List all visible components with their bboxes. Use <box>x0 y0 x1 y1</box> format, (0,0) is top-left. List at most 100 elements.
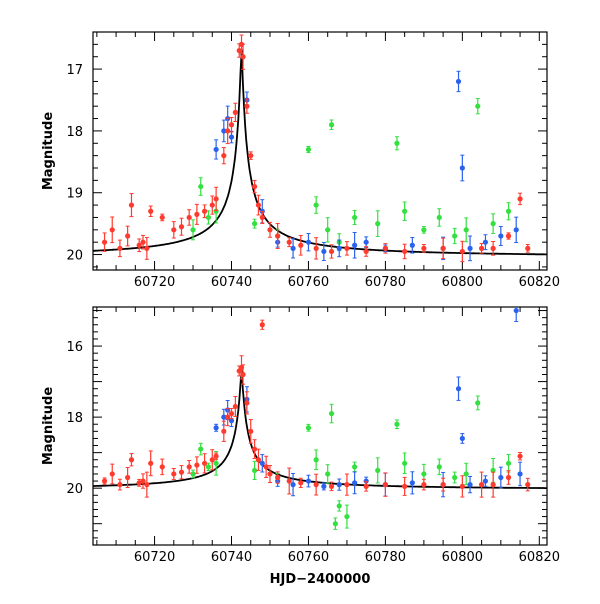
data-point <box>286 239 292 245</box>
data-point <box>352 242 358 248</box>
data-point <box>421 227 427 233</box>
data-point <box>313 482 319 488</box>
data-point <box>228 410 235 417</box>
y-tick-label: 17 <box>66 63 83 78</box>
model-curve <box>93 49 547 256</box>
data-point <box>344 513 350 520</box>
data-point <box>136 242 142 248</box>
data-point <box>275 233 281 239</box>
data-point <box>171 227 177 233</box>
data-point <box>352 480 358 486</box>
data-point <box>452 474 458 481</box>
x-tick-label: 60780 <box>365 550 406 565</box>
data-point <box>244 400 250 406</box>
data-point <box>209 457 215 463</box>
data-point <box>475 400 481 406</box>
data-point <box>228 418 235 424</box>
data-point <box>225 128 231 134</box>
data-point <box>305 425 312 431</box>
data-point <box>248 428 254 434</box>
data-point <box>101 478 108 484</box>
data-point <box>394 421 400 427</box>
data-point <box>352 464 358 470</box>
data-point <box>186 464 192 470</box>
data-point <box>213 453 219 459</box>
data-point <box>159 464 165 470</box>
x-tick-label: 60820 <box>519 550 560 565</box>
data-point <box>221 153 227 159</box>
data-point <box>490 482 496 488</box>
data-point <box>505 208 512 214</box>
data-point <box>525 245 531 251</box>
data-point <box>505 233 512 239</box>
data-point <box>255 202 262 208</box>
data-point <box>409 480 415 486</box>
data-point <box>201 208 208 214</box>
data-point <box>213 196 219 202</box>
data-point <box>382 482 389 488</box>
data-point <box>225 414 231 420</box>
data-point <box>402 460 408 466</box>
data-point <box>159 214 165 221</box>
data-point <box>221 428 227 434</box>
data-point <box>305 146 312 153</box>
bottom-panel: 60720 60740 60760 60780 60800 60820 16 18 20 Magn… <box>41 306 560 565</box>
y-tick-label: 20 <box>66 249 83 264</box>
y-tick-label: 20 <box>66 482 83 497</box>
data-point <box>313 457 319 463</box>
x-tick-label: 60720 <box>134 550 175 565</box>
data-point <box>436 214 442 221</box>
data-point <box>128 202 135 208</box>
y-axis-title: Magnitude <box>41 387 56 466</box>
data-point <box>421 245 427 251</box>
data-point <box>498 474 504 481</box>
plot-frame <box>92 31 548 271</box>
data-point <box>290 245 296 251</box>
data-point <box>517 471 523 477</box>
data-point <box>363 483 369 489</box>
data-point <box>332 521 338 527</box>
data-point <box>498 233 504 239</box>
data-point <box>125 233 131 239</box>
data-point <box>328 248 335 255</box>
data-point <box>490 221 496 227</box>
data-point <box>475 103 481 109</box>
data-point <box>305 239 312 245</box>
y-tick-label: 19 <box>66 187 83 202</box>
data-point <box>290 482 296 488</box>
data-point <box>240 371 246 378</box>
data-point <box>251 183 258 190</box>
data-point <box>209 202 215 208</box>
x-axis-title: HJD−2400000 <box>270 572 371 587</box>
data-point <box>190 471 196 477</box>
data-point <box>467 482 473 488</box>
data-point <box>232 403 238 410</box>
data-point <box>459 435 465 442</box>
data-point <box>144 482 150 488</box>
data-point <box>375 221 381 227</box>
data-point <box>352 214 358 221</box>
data-point <box>459 483 465 489</box>
data-point <box>286 478 292 484</box>
data-point <box>463 471 469 477</box>
data-point <box>325 471 331 477</box>
data-point <box>232 109 238 115</box>
data-point <box>186 214 192 221</box>
data-point <box>505 474 512 481</box>
data-point <box>171 471 177 477</box>
data-point <box>255 457 262 463</box>
data-point <box>259 214 265 221</box>
data-point <box>248 153 254 159</box>
data-point <box>325 227 331 233</box>
data-series <box>213 70 519 262</box>
data-point <box>344 482 350 488</box>
data-point <box>221 414 227 420</box>
data-point <box>275 474 281 481</box>
plot-area <box>93 307 547 530</box>
data-point <box>178 224 185 230</box>
data-point <box>144 245 150 251</box>
x-tick-label: 60780 <box>365 275 406 290</box>
data-point <box>259 460 265 466</box>
data-point <box>336 503 342 509</box>
